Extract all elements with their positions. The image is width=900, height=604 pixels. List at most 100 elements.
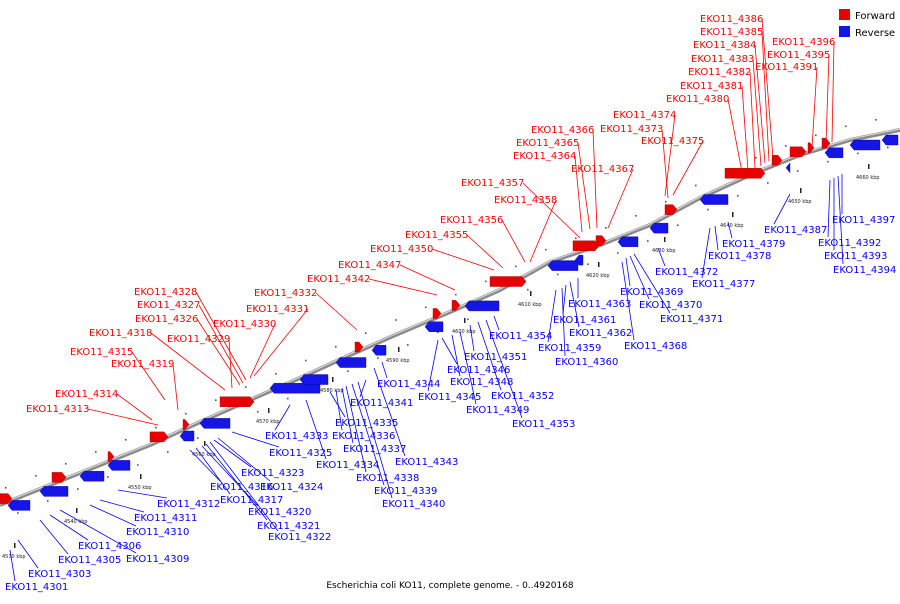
forward-gene-label: EKO11_4375 xyxy=(641,136,704,147)
forward-gene-label: EKO11_4328 xyxy=(134,287,197,298)
reverse-gene-arrow xyxy=(849,139,881,151)
reverse-leader-line xyxy=(217,437,271,482)
reverse-gene-label: EKO11_4323 xyxy=(241,468,304,479)
guide-dot xyxy=(407,344,409,346)
forward-leader-line xyxy=(529,199,557,263)
reverse-leader-line xyxy=(305,399,327,460)
guide-dot xyxy=(857,152,859,155)
guide-dot xyxy=(707,208,709,211)
guide-dot xyxy=(155,426,157,429)
forward-gene-arrow xyxy=(182,419,190,430)
forward-gene-label: EKO11_4391 xyxy=(755,62,818,73)
guide-dot xyxy=(587,263,589,266)
guide-dot xyxy=(515,265,517,268)
forward-gene-label: EKO11_4329 xyxy=(167,334,230,345)
forward-gene-arrow xyxy=(789,146,807,158)
reverse-gene-arrow xyxy=(649,222,669,234)
reverse-gene-label: EKO11_4309 xyxy=(126,554,189,565)
forward-leader-line xyxy=(172,363,179,411)
guide-dot xyxy=(527,288,529,291)
guide-dot xyxy=(95,451,97,453)
guide-dot xyxy=(185,412,187,415)
forward-gene-label: EKO11_4356 xyxy=(440,215,503,226)
forward-gene-arrow xyxy=(219,396,255,407)
reverse-gene-arrow xyxy=(107,460,131,471)
scale-tick-mark xyxy=(464,318,466,323)
scale-tick-label: 4610 kbp xyxy=(518,302,542,308)
forward-leader-line xyxy=(741,85,749,171)
reverse-leader-line xyxy=(195,447,231,495)
guide-dot xyxy=(875,119,877,121)
forward-gene-label: EKO11_4350 xyxy=(370,244,433,255)
reverse-leader-line xyxy=(569,281,580,328)
forward-leader-line xyxy=(228,338,233,389)
reverse-leader-line xyxy=(209,441,279,532)
guide-dot xyxy=(395,319,397,321)
reverse-gene-label: EKO11_4387 xyxy=(764,225,827,236)
reverse-gene-arrow xyxy=(371,345,387,356)
forward-leader-line xyxy=(749,71,756,169)
forward-gene-arrow xyxy=(664,204,678,215)
forward-gene-arrow xyxy=(107,451,115,462)
reverse-leader-line xyxy=(117,489,168,499)
forward-gene-label: EKO11_4374 xyxy=(613,110,676,121)
forward-leader-line xyxy=(522,182,581,239)
forward-gene-label: EKO11_4386 xyxy=(700,14,763,25)
reverse-gene-label: EKO11_4344 xyxy=(377,379,440,390)
forward-leader-line xyxy=(368,278,438,296)
reverse-leader-line xyxy=(837,175,844,265)
reverse-gene-label: EKO11_4324 xyxy=(260,482,323,493)
forward-gene-label: EKO11_4330 xyxy=(213,319,276,330)
guide-dot xyxy=(737,194,739,197)
reverse-gene-label: EKO11_4353 xyxy=(512,419,575,430)
reverse-leader-line xyxy=(39,519,69,555)
reverse-leader-line xyxy=(469,324,475,352)
gene-arrows xyxy=(0,134,899,511)
reverse-gene-label: EKO11_4325 xyxy=(269,448,332,459)
reverse-gene-arrow xyxy=(617,236,639,248)
forward-leader-line xyxy=(116,393,153,421)
guide-dot xyxy=(887,146,889,149)
reverse-leader-line xyxy=(49,514,89,541)
reverse-leader-line xyxy=(477,321,502,391)
guide-dot xyxy=(377,357,379,359)
scale-tick-label: 4580 kbp xyxy=(320,388,344,394)
guide-dot xyxy=(347,370,349,372)
gene-labels: EKO11_4313 EKO11_4314 EKO11_4319EKO11_4315… xyxy=(5,14,896,593)
guide-dot xyxy=(365,332,367,334)
guide-dot xyxy=(695,184,697,187)
reverse-leader-line xyxy=(357,381,393,499)
reverse-leader-line xyxy=(373,367,406,457)
forward-leader-line xyxy=(196,318,241,386)
reverse-gene-label: EKO11_4346 xyxy=(447,365,510,376)
reverse-leader-line xyxy=(345,385,367,473)
reverse-gene-label: EKO11_4359 xyxy=(538,343,601,354)
guide-dot xyxy=(635,215,637,217)
guide-dot xyxy=(545,248,547,251)
guide-dot xyxy=(485,280,487,283)
reverse-gene-arrow xyxy=(785,162,791,174)
legend-forward-label: Forward xyxy=(855,11,895,22)
reverse-leader-line xyxy=(827,179,831,238)
guide-dot xyxy=(467,318,469,321)
reverse-gene-label: EKO11_4311 xyxy=(134,513,197,524)
reverse-gene-label: EKO11_4322 xyxy=(268,532,331,543)
forward-gene-arrow xyxy=(807,142,815,153)
reverse-gene-label: EKO11_4348 xyxy=(450,377,513,388)
forward-leader-line xyxy=(87,408,159,426)
reverse-leader-line xyxy=(441,337,458,365)
reverse-leader-line xyxy=(714,225,719,251)
forward-gene-arrow xyxy=(51,472,67,483)
scale-tick-label: 4550 kbp xyxy=(128,485,152,491)
forward-gene-label: EKO11_4383 xyxy=(691,54,754,65)
scale-tick-mark xyxy=(332,377,334,382)
reverse-gene-label: EKO11_4379 xyxy=(722,239,785,250)
guide-dot xyxy=(677,224,679,227)
reverse-gene-label: EKO11_4349 xyxy=(466,405,529,416)
forward-gene-arrow xyxy=(821,137,831,149)
reverse-gene-label: EKO11_4305 xyxy=(58,555,121,566)
reverse-leader-line xyxy=(274,404,291,431)
forward-gene-label: EKO11_4385 xyxy=(700,27,763,38)
